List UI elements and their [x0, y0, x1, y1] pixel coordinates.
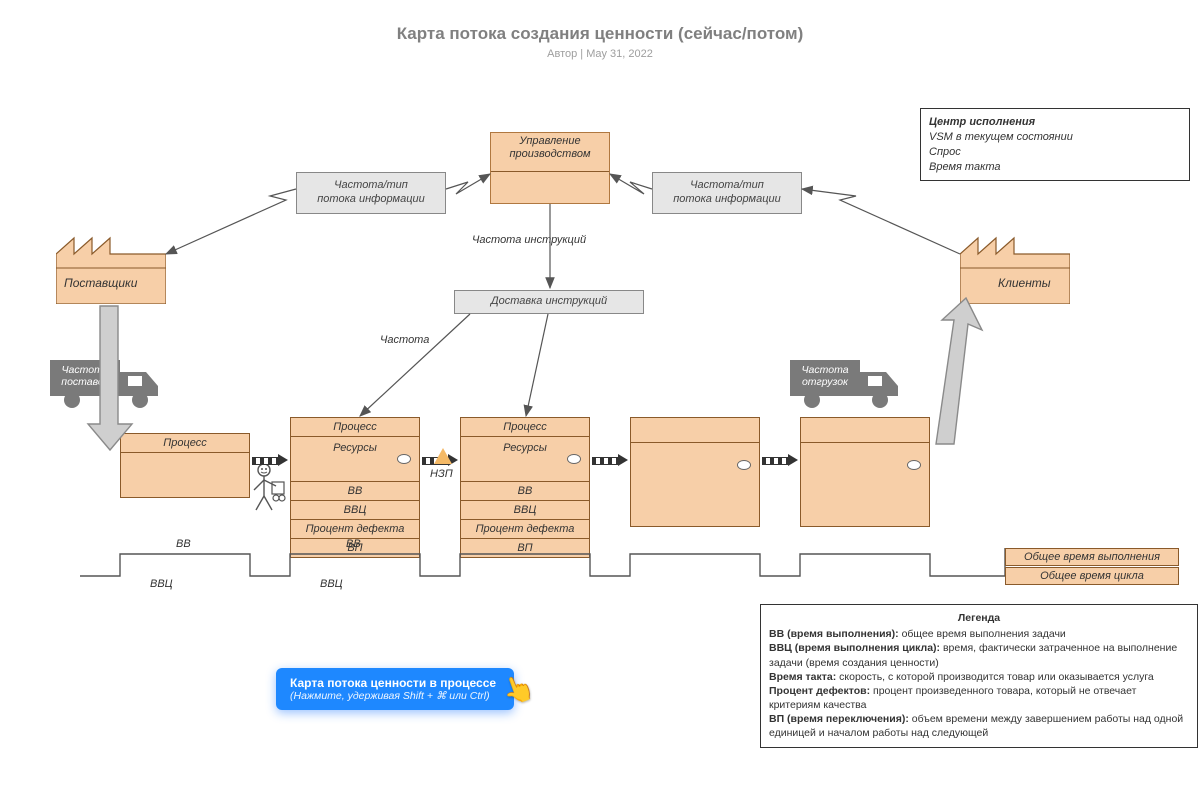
process-3-res [631, 443, 759, 487]
process-box-3[interactable] [630, 417, 760, 527]
push-arrow-3 [592, 454, 628, 466]
delivery-instructions-box[interactable]: Доставка инструкций [454, 290, 644, 314]
process-1-row-1: Ресурсы [291, 437, 419, 482]
supplier-factory-icon[interactable] [56, 220, 166, 304]
freq-instructions-label: Частота инструкций [472, 234, 586, 246]
tl-top-0: ВВ [176, 538, 191, 550]
info-line-1: Центр исполнения [929, 115, 1181, 130]
legend-box: Легенда ВВ (время выполнения): общее вре… [760, 604, 1198, 748]
legend-item-1: ВВЦ (время выполнения цикла): время, фак… [769, 641, 1189, 669]
info-line-3: Спрос [929, 145, 1181, 160]
operator-icon [252, 462, 286, 517]
process-4-res [801, 443, 929, 487]
freq-info-right-l1: Частота/тип [690, 179, 764, 191]
freq-info-right-l2: потока информации [673, 193, 780, 205]
process-2-row-2: ВВ [461, 482, 589, 501]
info-line-4: Время такта [929, 160, 1181, 175]
freq-info-left[interactable]: Частота/тип потока информации [296, 172, 446, 214]
freq-info-right[interactable]: Частота/тип потока информации [652, 172, 802, 214]
process-2-row-5: ВП [461, 539, 589, 557]
process-0-row-0: Процесс [121, 434, 249, 453]
summary-total-cycle: Общее время цикла [1005, 567, 1179, 585]
push-arrow-4 [762, 454, 798, 466]
resource-dot-icon [397, 454, 411, 464]
summary-total-lead: Общее время выполнения [1005, 548, 1179, 566]
process-box-4[interactable] [800, 417, 930, 527]
production-control-title: Управление производством [491, 133, 609, 172]
process-3-header [631, 418, 759, 443]
tl-bot-1: ВВЦ [320, 578, 343, 590]
nzp-triangle-icon [434, 448, 452, 464]
page-title: Карта потока создания ценности (сейчас/п… [0, 24, 1200, 44]
push-arrow-1 [252, 454, 288, 466]
tl-top-1: ВВ [346, 538, 361, 550]
process-box-0[interactable]: Процесс [120, 433, 250, 498]
process-1-row-0: Процесс [291, 418, 419, 437]
process-4-header [801, 418, 929, 443]
supplier-label: Поставщики [64, 276, 137, 290]
process-2-row-0: Процесс [461, 418, 589, 437]
freq-info-left-l2: потока информации [317, 193, 424, 205]
process-1-row-2: ВВ [291, 482, 419, 501]
truck-right-label: Частотаотгрузок [796, 364, 854, 388]
page-subtitle: Автор | May 31, 2022 [0, 48, 1200, 60]
process-2-row-1: Ресурсы [461, 437, 589, 482]
truck-left-label: Частотапоставок [56, 364, 114, 388]
tooltip-line2: (Нажмите, удерживая Shift + ⌘ или Ctrl) [290, 690, 496, 702]
resource-dot-icon [567, 454, 581, 464]
process-box-1[interactable]: ПроцессРесурсыВВВВЦПроцент дефектаВП [290, 417, 420, 558]
tl-bot-0: ВВЦ [150, 578, 173, 590]
info-line-2: VSM в текущем состоянии [929, 130, 1181, 145]
legend-item-2: Время такта: скорость, с которой произво… [769, 670, 1189, 684]
template-tooltip-button[interactable]: Карта потока ценности в процессе (Нажмит… [276, 668, 514, 710]
info-box: Центр исполнения VSM в текущем состоянии… [920, 108, 1190, 181]
tooltip-line1: Карта потока ценности в процессе [290, 676, 496, 690]
process-2-row-4: Процент дефекта [461, 520, 589, 539]
nzp-label: НЗП [430, 468, 453, 480]
legend-item-4: ВП (время переключения): объем времени м… [769, 712, 1189, 740]
process-0-row-res [121, 453, 249, 497]
process-1-row-3: ВВЦ [291, 501, 419, 520]
resource-dot-icon [737, 460, 751, 470]
production-control-box[interactable]: Управление производством [490, 132, 610, 204]
resource-dot-icon [907, 460, 921, 470]
process-box-2[interactable]: ПроцессРесурсыВВВВЦПроцент дефектаВП [460, 417, 590, 558]
process-1-row-4: Процент дефекта [291, 520, 419, 539]
customer-factory-icon[interactable] [960, 220, 1070, 304]
legend-item-3: Процент дефектов: процент произведенного… [769, 684, 1189, 712]
customer-label: Клиенты [998, 276, 1051, 290]
process-2-row-3: ВВЦ [461, 501, 589, 520]
freq-info-left-l1: Частота/тип [334, 179, 408, 191]
legend-title: Легенда [769, 611, 1189, 625]
freq-label: Частота [380, 334, 429, 346]
legend-item-0: ВВ (время выполнения): общее время выпол… [769, 627, 1189, 641]
